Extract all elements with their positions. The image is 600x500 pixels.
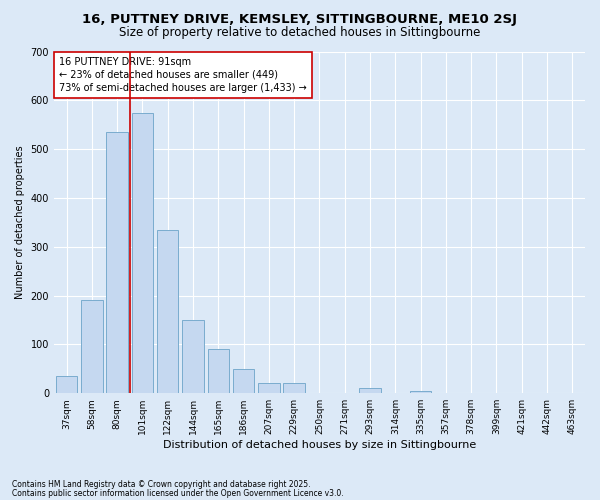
Bar [359,388,381,393]
Bar [258,384,280,393]
Text: Size of property relative to detached houses in Sittingbourne: Size of property relative to detached ho… [119,26,481,39]
Bar [106,132,128,393]
Text: 16, PUTTNEY DRIVE, KEMSLEY, SITTINGBOURNE, ME10 2SJ: 16, PUTTNEY DRIVE, KEMSLEY, SITTINGBOURN… [83,12,517,26]
Bar [233,369,254,393]
Text: 16 PUTTNEY DRIVE: 91sqm
← 23% of detached houses are smaller (449)
73% of semi-d: 16 PUTTNEY DRIVE: 91sqm ← 23% of detache… [59,56,307,93]
Text: Contains HM Land Registry data © Crown copyright and database right 2025.: Contains HM Land Registry data © Crown c… [12,480,311,489]
Bar [131,112,153,393]
X-axis label: Distribution of detached houses by size in Sittingbourne: Distribution of detached houses by size … [163,440,476,450]
Bar [182,320,204,393]
Bar [208,350,229,393]
Bar [283,384,305,393]
Bar [56,376,77,393]
Bar [410,391,431,393]
Bar [157,230,178,393]
Text: Contains public sector information licensed under the Open Government Licence v3: Contains public sector information licen… [12,488,344,498]
Bar [81,300,103,393]
Y-axis label: Number of detached properties: Number of detached properties [15,146,25,299]
